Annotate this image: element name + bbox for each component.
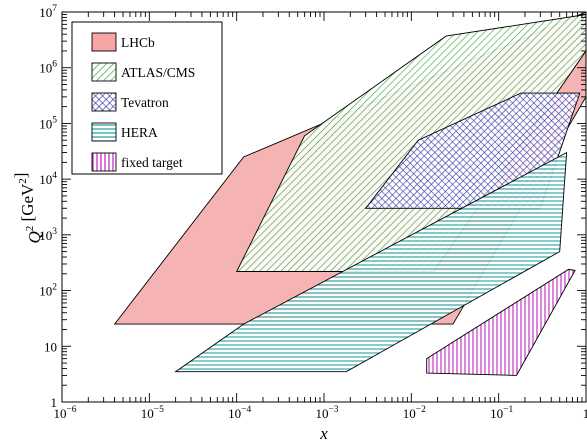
legend-label-hera: HERA [121,125,158,140]
x-tick-label: 10−5 [141,405,164,421]
legend-swatch-atlas-cms [91,62,117,82]
x-tick-label: 10−6 [53,405,76,421]
region-hera [174,151,568,373]
plot-frame [61,11,587,403]
legend-label-tevatron: Tevatron [121,95,169,110]
legend-label-atlas-cms: ATLAS/CMS [121,65,195,80]
x-tick-label: 10−3 [315,405,338,421]
legend-label-fixed-target: fixed target [121,155,183,170]
y-tick-label: 102 [39,283,57,299]
coverage-regions [113,12,586,376]
x-tick-label: 1 [583,406,587,421]
y-tick-label: 107 [39,4,57,20]
y-tick-label: 105 [39,115,57,131]
y-tick-label: 104 [39,171,57,187]
legend: LHCb ATLAS/CMS Tevatron HERA fixed target [71,21,223,175]
region-fixed-target [426,268,576,376]
x-tick-label: 10−1 [490,405,513,421]
x-tick-labels: 10−6 10−5 10−4 10−3 10−2 10−1 1 [53,405,587,421]
y-tick-label: 1 [51,395,58,410]
x-tick-label: 10−2 [403,405,426,421]
legend-swatch-tevatron [91,92,117,112]
x-axis-title: x [319,424,328,443]
y-tick-labels: 1 10 102 103 104 105 106 107 [39,4,57,410]
x-tick-label: 10−4 [228,405,251,421]
legend-swatch-fixed-target [91,152,117,172]
y-tick-label: 106 [39,60,57,76]
y-tick-label: 103 [39,227,57,243]
legend-swatch-hera [91,122,117,142]
legend-swatch-lhcb [91,32,117,52]
y-tick-label: 10 [44,339,57,354]
y-axis-title: Q2 [GeV2] [11,173,44,244]
legend-label-lhcb: LHCb [121,35,155,50]
